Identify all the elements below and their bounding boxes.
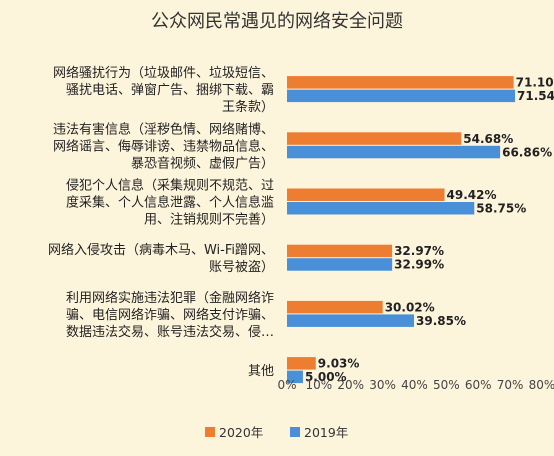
- bar-2019: [287, 314, 415, 327]
- category-label-line: 数据违法交易、账号违法交易、侵…: [66, 324, 274, 340]
- x-tick-label: 50%: [433, 378, 460, 392]
- data-label: 54.68%: [463, 132, 513, 146]
- category-label: 利用网络实施违法犯罪（金融网络诈骗、电信网络诈骗、网络支付诈骗、数据违法交易、账…: [66, 290, 274, 340]
- category-label-line: 用、注销规则不完善）: [144, 212, 274, 228]
- x-tick-label: 10%: [306, 378, 333, 392]
- category-label-line: 侵犯个人信息（采集规则不规范、过: [66, 178, 274, 194]
- bar-2020: [287, 357, 316, 370]
- data-label: 71.10%: [516, 76, 554, 90]
- x-tick-label: 60%: [465, 378, 492, 392]
- legend-label: 2020年: [219, 425, 263, 440]
- category-label-line: 王条款）: [222, 99, 274, 115]
- data-label: 32.97%: [394, 244, 444, 258]
- x-tick-label: 0%: [277, 378, 296, 392]
- data-label: 32.99%: [394, 258, 444, 272]
- data-label: 58.75%: [476, 202, 526, 216]
- category-label-line: 骚扰电话、弹窗广告、捆绑下载、霸: [66, 82, 274, 98]
- legend: 2020年 2019年: [205, 425, 348, 440]
- x-tick-label: 40%: [401, 378, 428, 392]
- data-label: 30.02%: [385, 300, 435, 314]
- bar-2019: [287, 202, 475, 215]
- bar-2019: [287, 258, 393, 271]
- category-label-line: 骗、电信网络诈骗、网络支付诈骗、: [66, 307, 274, 323]
- data-label: 49.42%: [447, 188, 497, 202]
- x-tick-label: 20%: [337, 378, 364, 392]
- bar-2020: [287, 188, 445, 201]
- bar-2020: [287, 132, 462, 145]
- bar-2019: [287, 370, 303, 384]
- data-label: 9.03%: [318, 357, 360, 371]
- category-label: 其他: [248, 364, 274, 379]
- category-label-line: 违法有害信息（淫秽色情、网络赌博、: [53, 121, 274, 137]
- x-tick-label: 80%: [529, 378, 554, 392]
- x-tick-label: 70%: [497, 378, 524, 392]
- category-label: 违法有害信息（淫秽色情、网络赌博、网络谣言、侮辱诽谤、违禁物品信息、暴恐音视频、…: [53, 121, 274, 171]
- category-labels: 网络骚扰行为（垃圾邮件、垃圾短信、骚扰电话、弹窗广告、捆绑下载、霸王条款） 违法有…: [48, 65, 274, 379]
- bar-2020: [287, 76, 514, 89]
- category-label-line: 其他: [248, 364, 274, 379]
- bar-2019: [287, 89, 516, 103]
- bar-2020: [287, 300, 383, 314]
- category-label: 网络骚扰行为（垃圾邮件、垃圾短信、骚扰电话、弹窗广告、捆绑下载、霸王条款）: [53, 65, 274, 115]
- data-label: 71.54%: [517, 89, 554, 103]
- category-label-line: 账号被盗）: [209, 259, 274, 275]
- legend-swatch-2019: [290, 427, 300, 437]
- bar-2019: [287, 145, 501, 159]
- data-label: 5.00%: [305, 370, 347, 384]
- bar-2020: [287, 244, 393, 258]
- category-label: 侵犯个人信息（采集规则不规范、过度采集、个人信息泄露、个人信息滥用、注销规则不完…: [66, 178, 274, 228]
- data-label: 39.85%: [416, 314, 466, 328]
- bars: [287, 76, 516, 384]
- x-tick-label: 30%: [369, 378, 396, 392]
- legend-label: 2019年: [304, 425, 348, 440]
- category-label-line: 度采集、个人信息泄露、个人信息滥: [66, 195, 274, 211]
- category-label-line: 网络骚扰行为（垃圾邮件、垃圾短信、: [53, 65, 274, 81]
- category-label: 网络入侵攻击（病毒木马、Wi-Fi蹭网、账号被盗）: [48, 242, 274, 275]
- chart-title: 公众网民常遇见的网络安全问题: [151, 11, 403, 32]
- category-label-line: 网络入侵攻击（病毒木马、Wi-Fi蹭网、: [48, 242, 274, 258]
- data-labels: 71.10%71.54% 54.68%66.86% 49.42%58.75% 32.9…: [305, 76, 554, 385]
- data-label: 66.86%: [502, 145, 552, 159]
- legend-swatch-2020: [205, 427, 215, 437]
- category-label-line: 暴恐音视频、虚假广告）: [131, 155, 274, 171]
- category-label-line: 利用网络实施违法犯罪（金融网络诈: [66, 290, 274, 306]
- x-axis: 0% 10% 20% 30% 40% 50% 60% 70% 80%: [277, 378, 554, 392]
- category-label-line: 网络谣言、侮辱诽谤、违禁物品信息、: [53, 138, 274, 154]
